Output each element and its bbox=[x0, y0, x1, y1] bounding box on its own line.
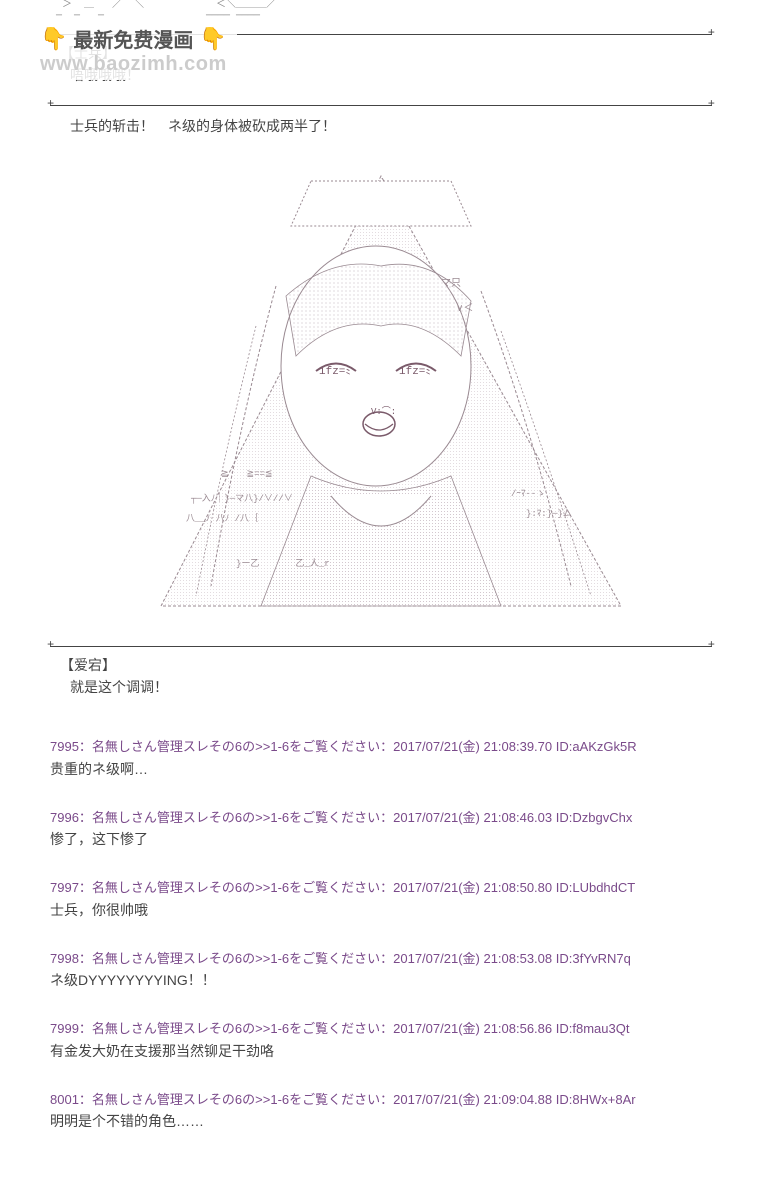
narration-text: 士兵的斩击！ ネ级的身体被砍成两半了！ bbox=[70, 116, 692, 136]
comments-section: 7995：名無しさん管理スレその6の>>1-6をご覧ください：2017/07/2… bbox=[50, 737, 712, 1132]
svg-text:}:ﾏ:}─}ム: }:ﾏ:}─}ム bbox=[526, 508, 572, 519]
comment-header: 7997：名無しさん管理スレその6の>>1-6をご覧ください：2017/07/2… bbox=[50, 878, 712, 898]
watermark-label: 最新免费漫画 bbox=[73, 24, 193, 53]
watermark-url: www.baozimh.com bbox=[40, 53, 227, 76]
pointer-down-icon: 👇 bbox=[40, 26, 67, 52]
svg-text:∨＜: ∨＜ bbox=[456, 303, 473, 315]
comment-body: 有金发大奶在支援那当然铆足干劲咯 bbox=[50, 1041, 712, 1062]
speaker-atago: 【爱宕】 bbox=[60, 655, 702, 675]
comment-item: 7999：名無しさん管理スレその6の>>1-6をご覧ください：2017/07/2… bbox=[50, 1019, 712, 1062]
comment-header: 7996：名無しさん管理スレその6の>>1-6をご覧ください：2017/07/2… bbox=[50, 808, 712, 828]
svg-text:ifz=ﾐ: ifz=ﾐ bbox=[319, 365, 351, 378]
comment-header: 8001：名無しさん管理スレその6の>>1-6をご覧ください：2017/07/2… bbox=[50, 1090, 712, 1110]
comment-item: 8001：名無しさん管理スレその6の>>1-6をご覧ください：2017/07/2… bbox=[50, 1090, 712, 1133]
ascii-art-atago: ifz=ﾐ ifz=ﾐ V:⌒: ≧ ≧==≦ ┬─入ﾉ｜}─マ八}/∨//∨ … bbox=[50, 166, 712, 636]
comment-item: 7995：名無しさん管理スレその6の>>1-6をご覧ください：2017/07/2… bbox=[50, 737, 712, 780]
comment-body: 明明是个不错的角色…… bbox=[50, 1111, 712, 1132]
comment-item: 7998：名無しさん管理スレその6の>>1-6をご覧ください：2017/07/2… bbox=[50, 949, 712, 992]
comment-body: ネ级DYYYYYYYYING！！ bbox=[50, 970, 712, 991]
svg-text:≧ ≧==≦: ≧ ≧==≦ bbox=[221, 469, 272, 479]
comment-body: 士兵，你很帅哦 bbox=[50, 900, 712, 921]
comment-item: 7996：名無しさん管理スレその6の>>1-6をご覧ください：2017/07/2… bbox=[50, 808, 712, 851]
svg-text:マ只: マ只 bbox=[441, 278, 461, 290]
watermark-label-row: 👇 最新免费漫画 👇 bbox=[40, 24, 227, 53]
svg-text:┬─入ﾉ｜}─マ八}/∨//∨: ┬─入ﾉ｜}─マ八}/∨//∨ bbox=[190, 493, 293, 504]
svg-text:八__ﾉ 八ﾉ /八｛: 八__ﾉ 八ﾉ /八｛ bbox=[186, 513, 258, 524]
panel-divider bbox=[50, 105, 712, 106]
comment-item: 7997：名無しさん管理スレその6の>>1-6をご覧ください：2017/07/2… bbox=[50, 878, 712, 921]
comment-header: 7998：名無しさん管理スレその6の>>1-6をご覧ください：2017/07/2… bbox=[50, 949, 712, 969]
svg-text:}ー乙 乙_人_r: }ー乙 乙_人_r bbox=[236, 558, 330, 569]
svg-text:V:⌒:: V:⌒: bbox=[371, 406, 396, 417]
comment-body: 惨了，这下惨了 bbox=[50, 829, 712, 850]
comment-header: 7999：名無しさん管理スレその6の>>1-6をご覧ください：2017/07/2… bbox=[50, 1019, 712, 1039]
dialogue-atago: 就是这个调调！ bbox=[70, 677, 692, 697]
watermark-badge: 👇 最新免费漫画 👇 www.baozimh.com bbox=[30, 20, 237, 80]
comment-body: 贵重的ネ级啊… bbox=[50, 759, 712, 780]
panel-divider bbox=[50, 646, 712, 647]
comment-header: 7995：名無しさん管理スレその6の>>1-6をご覧ください：2017/07/2… bbox=[50, 737, 712, 757]
svg-text:ifz=ﾐ: ifz=ﾐ bbox=[399, 365, 431, 378]
svg-text:/ｰﾏ--ゝ: /ｰﾏ--ゝ bbox=[511, 489, 545, 499]
pointer-down-icon: 👇 bbox=[199, 26, 226, 52]
